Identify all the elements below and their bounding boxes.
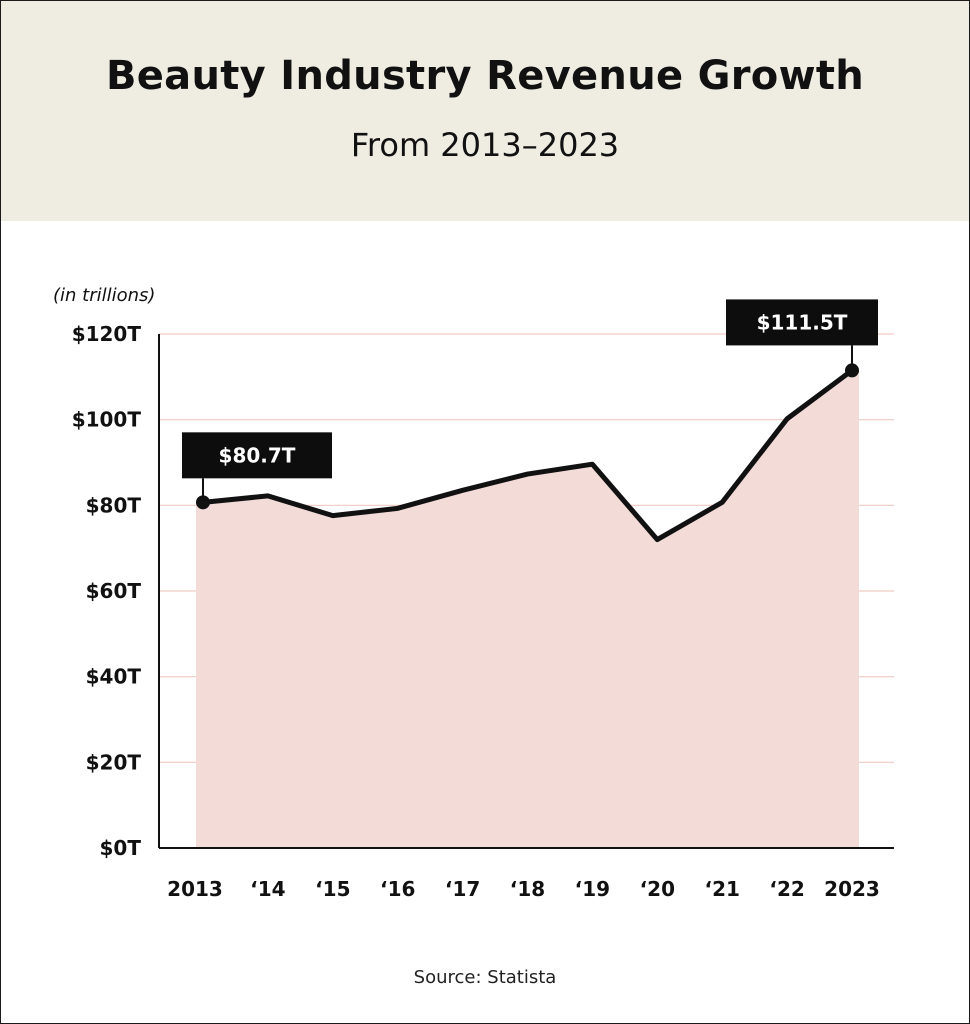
x-tick-label: 2013 xyxy=(167,877,223,901)
x-tick-label: ‘14 xyxy=(250,877,285,901)
y-tick-label: $0T xyxy=(100,836,142,860)
callout-label: $80.7T xyxy=(219,443,296,467)
revenue-line xyxy=(200,367,855,543)
x-tick-labels: 2013 ‘14 ‘15 ‘16 ‘17 ‘18 ‘19 ‘20 ‘21 ‘22 2023 xyxy=(167,877,880,901)
y-tick-label: $100T xyxy=(72,408,142,432)
x-tick-label: ‘18 xyxy=(510,877,545,901)
revenue-area xyxy=(196,370,859,848)
callout-marker xyxy=(845,363,859,378)
x-tick-label: ‘17 xyxy=(445,877,480,901)
source-note: Source: Statista xyxy=(413,967,557,988)
y-tick-label: $20T xyxy=(86,750,142,774)
x-tick-label: ‘19 xyxy=(575,877,610,901)
y-tick-label: $120T xyxy=(72,322,142,346)
callout-marker xyxy=(196,495,210,510)
callout-box xyxy=(182,432,332,479)
callout-box xyxy=(726,299,878,346)
callout-0: $80.7T xyxy=(182,432,332,510)
y-tick-labels: $0T $20T $40T $60T $80T $100T $120T xyxy=(72,322,142,860)
header-banner xyxy=(1,1,969,221)
y-tick-label: $80T xyxy=(86,493,142,517)
y-tick-label: $60T xyxy=(86,579,142,603)
value-callouts: $80.7T $111.5T xyxy=(182,299,878,510)
x-tick-label: ‘20 xyxy=(640,877,675,901)
chart-title: Beauty Industry Revenue Growth xyxy=(105,53,865,99)
y-axis-label: (in trillions) xyxy=(53,285,155,306)
x-tick-label: ‘22 xyxy=(769,877,804,901)
x-tick-label: ‘16 xyxy=(380,877,415,901)
callout-10: $111.5T xyxy=(726,299,878,378)
x-tick-label: ‘15 xyxy=(315,877,350,901)
chart-subtitle: From 2013–2023 xyxy=(350,126,620,164)
x-tick-label: ‘21 xyxy=(704,877,739,901)
callout-label: $111.5T xyxy=(757,310,848,334)
axes xyxy=(158,334,894,849)
x-tick-label: 2023 xyxy=(824,877,880,901)
y-tick-label: $40T xyxy=(86,665,142,689)
